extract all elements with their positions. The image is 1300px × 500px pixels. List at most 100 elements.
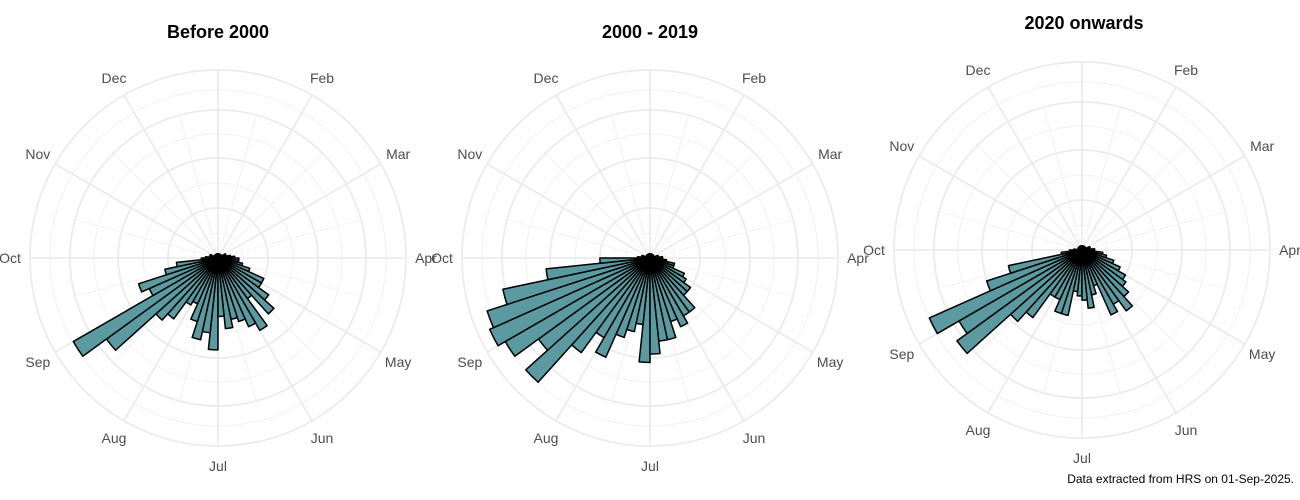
grid-spoke-minor: [543, 151, 651, 259]
grid-spoke: [1081, 86, 1177, 251]
wedge-group: [928, 245, 1134, 355]
wedge-sep-5: [599, 257, 651, 264]
wedge-aug-3: [525, 257, 651, 383]
grid-spoke-minor: [649, 112, 690, 259]
month-label-feb: Feb: [1174, 62, 1198, 78]
grid-spoke-minor: [72, 218, 219, 259]
wedge-jun-1: [649, 257, 689, 328]
grid-spoke: [987, 86, 1083, 251]
wedge-sep-1: [928, 249, 1083, 335]
wedge-jun-4: [217, 257, 234, 330]
month-label-apr: Apr: [415, 250, 437, 266]
grid-spoke: [555, 94, 651, 259]
polar-chart-2000-2019: 2000 - 2019 Dec Feb Mar Apr May Jun Jul Aug Sep Oc…: [431, 22, 869, 474]
panel-title: Before 2000: [167, 22, 269, 42]
month-label-mar: Mar: [818, 146, 842, 162]
month-label-mar: Mar: [1250, 138, 1274, 154]
month-label-feb: Feb: [310, 70, 334, 86]
wedge-sep-2: [137, 257, 219, 293]
wedge-jun-5: [649, 257, 661, 355]
month-label-oct: Oct: [863, 242, 885, 258]
wedge-aug-4: [956, 249, 1083, 355]
grid-spoke-minor: [217, 112, 258, 259]
wedge-sep-1: [488, 257, 651, 347]
grid-spoke-minor: [1081, 104, 1122, 251]
grid-spoke-minor: [610, 112, 651, 259]
grid-spoke-minor: [649, 218, 796, 259]
month-label-may: May: [385, 354, 411, 370]
month-label-apr: Apr: [847, 250, 869, 266]
month-label-jun: Jun: [1175, 422, 1198, 438]
month-label-nov: Nov: [889, 138, 914, 154]
grid-spoke-minor: [504, 218, 651, 259]
month-label-sep: Sep: [889, 346, 914, 362]
wedge-jun-5: [217, 257, 225, 318]
grid-spoke: [649, 163, 814, 259]
month-label-mar: Mar: [386, 146, 410, 162]
wedge-may-4: [1081, 249, 1134, 312]
month-label-aug: Aug: [966, 422, 991, 438]
wedge-sep-3: [502, 257, 651, 306]
month-labels: Dec Feb Mar Apr May Jun Jul Aug Sep Oct Nov: [431, 70, 869, 474]
month-label-may: May: [817, 354, 843, 370]
wedge-sep-2: [486, 257, 651, 329]
month-labels: Dec Feb Mar Apr May Jun Jul Aug Sep Oct Nov: [0, 70, 437, 474]
grid-spoke-minor: [936, 210, 1083, 251]
polar-grid: [893, 61, 1271, 439]
month-label-oct: Oct: [0, 250, 21, 266]
grid-spoke-minor: [1042, 104, 1083, 251]
grid-spoke: [486, 163, 651, 259]
month-label-dec: Dec: [102, 70, 127, 86]
grid-spoke-minor: [649, 151, 757, 259]
wedge-jun-2: [217, 257, 246, 323]
wedge-aug-5: [72, 257, 219, 357]
polar-chart-before-2000: Before 2000 Dec Feb Mar Apr May Jun Jul Aug Sep Oc…: [0, 22, 437, 474]
month-label-aug: Aug: [102, 430, 127, 446]
month-label-jun: Jun: [311, 430, 334, 446]
data-source-caption: Data extracted from HRS on 01-Sep-2025.: [1067, 472, 1294, 486]
grid-spoke: [217, 94, 313, 259]
wedge-jun-5: [1081, 249, 1088, 301]
wedge-may-3: [217, 257, 275, 315]
month-label-dec: Dec: [534, 70, 559, 86]
grid-spoke: [54, 163, 219, 259]
grid-spoke-minor: [111, 151, 219, 259]
month-label-jul: Jul: [209, 458, 227, 474]
grid-spoke-minor: [217, 218, 364, 259]
wedge-group: [72, 253, 275, 357]
month-label-jun: Jun: [743, 430, 766, 446]
wedge-sep-3: [1007, 249, 1083, 274]
month-label-feb: Feb: [742, 70, 766, 86]
wedge-group: [486, 253, 696, 383]
month-labels: Dec Feb Mar Apr May Jun Jul Aug Sep Oct Nov: [863, 62, 1300, 466]
panel-title: 2000 - 2019: [602, 22, 698, 42]
month-label-apr: Apr: [1279, 242, 1300, 258]
month-label-sep: Sep: [457, 354, 482, 370]
grid-spoke: [918, 155, 1083, 251]
month-label-nov: Nov: [25, 146, 50, 162]
polar-chart-2020-onwards: 2020 onwards Dec Feb Mar Apr May Jun Jul Aug Sep O…: [863, 13, 1300, 466]
wedge-jun-1: [1081, 249, 1119, 316]
wedge-sep-4: [545, 257, 651, 281]
month-label-dec: Dec: [966, 62, 991, 78]
grid-spoke: [217, 163, 382, 259]
panel-title: 2020 onwards: [1024, 13, 1143, 33]
month-label-oct: Oct: [431, 250, 453, 266]
wedge-may-5: [217, 257, 268, 332]
grid-spoke: [123, 94, 219, 259]
grid-spoke: [649, 94, 745, 259]
month-label-aug: Aug: [534, 430, 559, 446]
grid-spoke-minor: [1081, 143, 1189, 251]
wedge-sep-3: [164, 257, 219, 276]
grid-spoke: [1081, 155, 1246, 251]
month-label-jul: Jul: [641, 458, 659, 474]
wedge-jun-4: [1081, 249, 1095, 309]
grid-spoke-minor: [217, 151, 325, 259]
wedge-sep-2: [985, 249, 1083, 292]
month-label-may: May: [1249, 346, 1275, 362]
month-label-jul: Jul: [1073, 450, 1091, 466]
wedge-jun-1: [217, 257, 257, 328]
month-label-nov: Nov: [457, 146, 482, 162]
grid-spoke-minor: [975, 143, 1083, 251]
